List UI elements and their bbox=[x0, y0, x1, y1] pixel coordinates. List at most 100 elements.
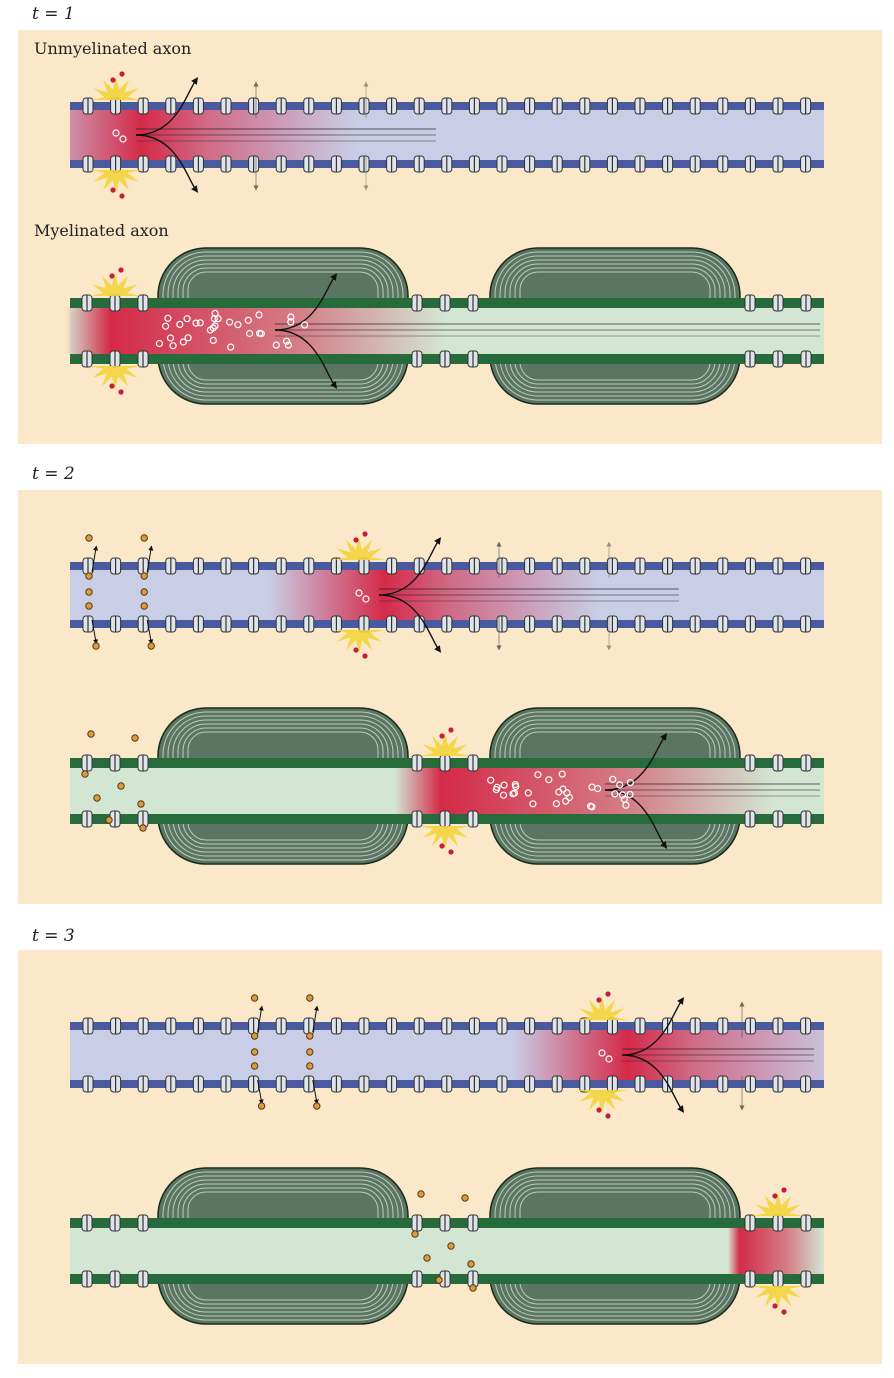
ion-channel bbox=[524, 557, 536, 575]
sodium-ion bbox=[626, 790, 634, 799]
potassium-ion bbox=[250, 994, 259, 1002]
ion-channel bbox=[441, 1075, 453, 1093]
ion-channel bbox=[634, 557, 646, 575]
potassium-ion bbox=[250, 1032, 259, 1040]
sodium-ion bbox=[626, 778, 635, 787]
sodium-ion bbox=[524, 789, 532, 797]
ion-channel bbox=[330, 1075, 342, 1093]
ion-channel bbox=[413, 1017, 425, 1035]
ion-channel bbox=[551, 1017, 563, 1035]
ion-channel bbox=[330, 1017, 342, 1035]
ion-channel bbox=[386, 1075, 398, 1093]
ion-channel bbox=[606, 155, 618, 173]
ion-channel bbox=[744, 1270, 756, 1288]
ion-channel bbox=[275, 97, 287, 115]
sodium-ion bbox=[509, 790, 517, 798]
ion-channel bbox=[772, 1214, 784, 1232]
sodium-ion bbox=[362, 531, 368, 537]
myelinated-axon bbox=[70, 1167, 824, 1325]
potassium-ion bbox=[137, 800, 145, 808]
ion-channel bbox=[634, 1017, 646, 1035]
ion-channel bbox=[165, 557, 177, 575]
ion-channel bbox=[439, 350, 451, 368]
potassium-ion bbox=[306, 994, 314, 1002]
ion-channel bbox=[248, 1075, 260, 1093]
ion-channel bbox=[551, 1075, 563, 1093]
sodium-ion bbox=[109, 383, 115, 389]
potassium-ion bbox=[461, 1194, 469, 1202]
ion-channel bbox=[439, 1214, 451, 1232]
ion-channel bbox=[303, 615, 315, 633]
ion-channel bbox=[717, 1075, 729, 1093]
unmyelinated-axon bbox=[70, 991, 824, 1119]
ion-channel bbox=[137, 557, 149, 575]
ion-channel bbox=[744, 1017, 756, 1035]
sodium-ion bbox=[183, 315, 191, 323]
sodium-ion bbox=[355, 589, 363, 597]
potassium-ion bbox=[423, 1254, 431, 1262]
ion-channel bbox=[330, 615, 342, 633]
ion-channel bbox=[220, 97, 232, 115]
depolarized-region bbox=[728, 1227, 824, 1274]
ion-channel bbox=[744, 294, 756, 312]
ion-channel bbox=[468, 557, 480, 575]
sodium-ion bbox=[772, 1193, 778, 1199]
potassium-ion bbox=[139, 824, 147, 832]
ion-channel bbox=[330, 97, 342, 115]
ion-channel bbox=[717, 1017, 729, 1035]
sodium-ion bbox=[234, 321, 242, 329]
myelinated-axon bbox=[70, 707, 824, 865]
sodium-ion bbox=[512, 782, 520, 791]
ion-channel bbox=[358, 1017, 370, 1035]
ion-channel bbox=[744, 754, 756, 772]
ion-channel bbox=[634, 1075, 646, 1093]
ion-channel bbox=[411, 350, 423, 368]
ion-channel bbox=[220, 155, 232, 173]
ion-channel bbox=[800, 1075, 812, 1093]
ion-channel bbox=[524, 155, 536, 173]
action-potential-flash bbox=[333, 531, 385, 560]
ion-channel bbox=[192, 1017, 204, 1035]
ion-channel bbox=[248, 557, 260, 575]
sodium-ion bbox=[448, 849, 454, 855]
ion-channel bbox=[220, 1075, 232, 1093]
ion-channel bbox=[717, 615, 729, 633]
ion-channel bbox=[496, 1075, 508, 1093]
sodium-ion bbox=[184, 334, 192, 342]
sodium-ion bbox=[362, 595, 370, 603]
ion-channel bbox=[496, 97, 508, 115]
potassium-ion bbox=[250, 1048, 259, 1056]
sodium-ion bbox=[109, 273, 115, 279]
ion-channel bbox=[606, 97, 618, 115]
sodium-ion bbox=[255, 311, 263, 319]
sodium-ion bbox=[598, 1049, 606, 1057]
ion-channel bbox=[82, 1017, 94, 1035]
myelinated-axon-caption: Myelinated axon bbox=[34, 221, 169, 240]
ion-channel bbox=[800, 1214, 812, 1232]
ion-channel bbox=[441, 557, 453, 575]
axoplasm bbox=[70, 1227, 824, 1274]
ion-channel bbox=[467, 350, 479, 368]
ion-channel bbox=[579, 615, 591, 633]
ion-channel bbox=[496, 155, 508, 173]
sodium-ion bbox=[209, 324, 217, 332]
ion-channel bbox=[800, 615, 812, 633]
ion-channel bbox=[220, 1017, 232, 1035]
ion-channel bbox=[579, 155, 591, 173]
potassium-ion bbox=[147, 642, 155, 650]
sodium-ion bbox=[781, 1309, 787, 1315]
sodium-ion bbox=[162, 322, 170, 330]
sodium-ion bbox=[565, 793, 574, 802]
potassium-ion bbox=[85, 534, 93, 542]
potassium-ion bbox=[117, 782, 125, 790]
ion-channel bbox=[303, 155, 315, 173]
action-potential-flash bbox=[89, 267, 141, 296]
sodium-ion bbox=[558, 770, 566, 778]
ion-channel bbox=[109, 1270, 121, 1288]
ion-channel bbox=[800, 754, 812, 772]
ion-channel bbox=[800, 97, 812, 115]
ion-channel bbox=[468, 1075, 480, 1093]
ion-channel bbox=[137, 1017, 149, 1035]
ion-channel bbox=[772, 155, 784, 173]
sodium-ion bbox=[246, 329, 254, 338]
